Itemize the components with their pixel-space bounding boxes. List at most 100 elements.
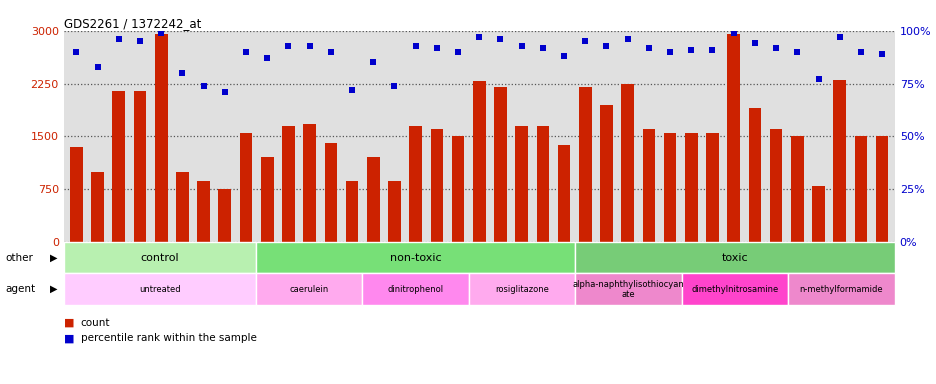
Text: caerulein: caerulein xyxy=(289,285,328,294)
Text: ▶: ▶ xyxy=(50,284,57,294)
Point xyxy=(281,43,296,49)
Text: control: control xyxy=(140,253,179,263)
Point xyxy=(69,49,84,55)
Bar xyxy=(557,145,570,242)
Bar xyxy=(430,129,443,242)
Point xyxy=(683,47,698,53)
Bar xyxy=(515,126,528,242)
Bar xyxy=(787,273,894,305)
Bar xyxy=(681,273,787,305)
Bar xyxy=(536,126,548,242)
Text: agent: agent xyxy=(6,284,36,294)
Bar xyxy=(575,242,894,273)
Point xyxy=(641,45,656,51)
Point xyxy=(514,43,529,49)
Text: count: count xyxy=(80,318,110,328)
Bar xyxy=(493,87,506,242)
Point xyxy=(768,45,782,51)
Point xyxy=(196,83,211,89)
Bar xyxy=(875,136,887,242)
Point xyxy=(534,45,549,51)
Point xyxy=(323,49,338,55)
Bar xyxy=(706,133,718,242)
Bar xyxy=(621,84,634,242)
Point xyxy=(154,30,168,36)
Bar xyxy=(832,80,845,242)
Bar xyxy=(240,133,252,242)
Bar xyxy=(451,136,464,242)
Point xyxy=(598,43,613,49)
Point xyxy=(556,53,571,59)
Bar xyxy=(473,81,485,242)
Bar xyxy=(282,126,295,242)
Bar xyxy=(64,273,256,305)
Point xyxy=(132,38,147,44)
Point xyxy=(471,34,486,40)
Point xyxy=(259,55,274,61)
Point xyxy=(578,38,592,44)
Point xyxy=(747,40,762,46)
Point xyxy=(301,43,316,49)
Bar xyxy=(324,143,337,242)
Bar xyxy=(812,185,824,242)
Text: rosiglitazone: rosiglitazone xyxy=(494,285,548,294)
Bar xyxy=(790,136,803,242)
Text: n-methylformamide: n-methylformamide xyxy=(799,285,883,294)
Text: untreated: untreated xyxy=(139,285,181,294)
Text: ▶: ▶ xyxy=(50,253,57,263)
Bar xyxy=(684,133,697,242)
Point xyxy=(365,59,380,65)
Bar xyxy=(768,129,782,242)
Point xyxy=(873,51,888,57)
Bar xyxy=(134,91,146,242)
Point xyxy=(725,30,740,36)
Bar xyxy=(256,273,361,305)
Bar xyxy=(218,189,231,242)
Point xyxy=(789,49,804,55)
Text: toxic: toxic xyxy=(721,253,748,263)
Text: ■: ■ xyxy=(64,318,74,328)
Point xyxy=(662,49,677,55)
Point xyxy=(217,89,232,95)
Point xyxy=(704,47,719,53)
Point xyxy=(429,45,444,51)
Text: ■: ■ xyxy=(64,333,74,343)
Point xyxy=(408,43,423,49)
Bar xyxy=(726,34,739,242)
Point xyxy=(90,64,105,70)
Bar xyxy=(575,273,681,305)
Point xyxy=(450,49,465,55)
Bar xyxy=(64,242,256,273)
Text: dinitrophenol: dinitrophenol xyxy=(387,285,443,294)
Bar xyxy=(345,181,358,242)
Bar xyxy=(91,172,104,242)
Bar xyxy=(197,181,210,242)
Point xyxy=(811,76,826,83)
Bar xyxy=(468,273,575,305)
Bar xyxy=(854,136,867,242)
Point xyxy=(853,49,868,55)
Bar xyxy=(260,157,273,242)
Point xyxy=(344,87,359,93)
Bar xyxy=(70,147,82,242)
Bar xyxy=(409,126,421,242)
Point xyxy=(239,49,254,55)
Text: GDS2261 / 1372242_at: GDS2261 / 1372242_at xyxy=(64,17,201,30)
Point xyxy=(387,83,402,89)
Text: other: other xyxy=(6,253,34,263)
Bar xyxy=(663,133,676,242)
Bar xyxy=(642,129,654,242)
Bar xyxy=(748,108,760,242)
Bar xyxy=(303,124,315,242)
Bar xyxy=(176,172,189,242)
Bar xyxy=(367,157,379,242)
Bar xyxy=(361,273,468,305)
Point xyxy=(831,34,846,40)
Bar xyxy=(388,181,401,242)
Point xyxy=(111,36,126,42)
Bar xyxy=(256,242,575,273)
Bar xyxy=(112,91,125,242)
Text: dimethylnitrosamine: dimethylnitrosamine xyxy=(691,285,778,294)
Text: percentile rank within the sample: percentile rank within the sample xyxy=(80,333,256,343)
Point xyxy=(175,70,190,76)
